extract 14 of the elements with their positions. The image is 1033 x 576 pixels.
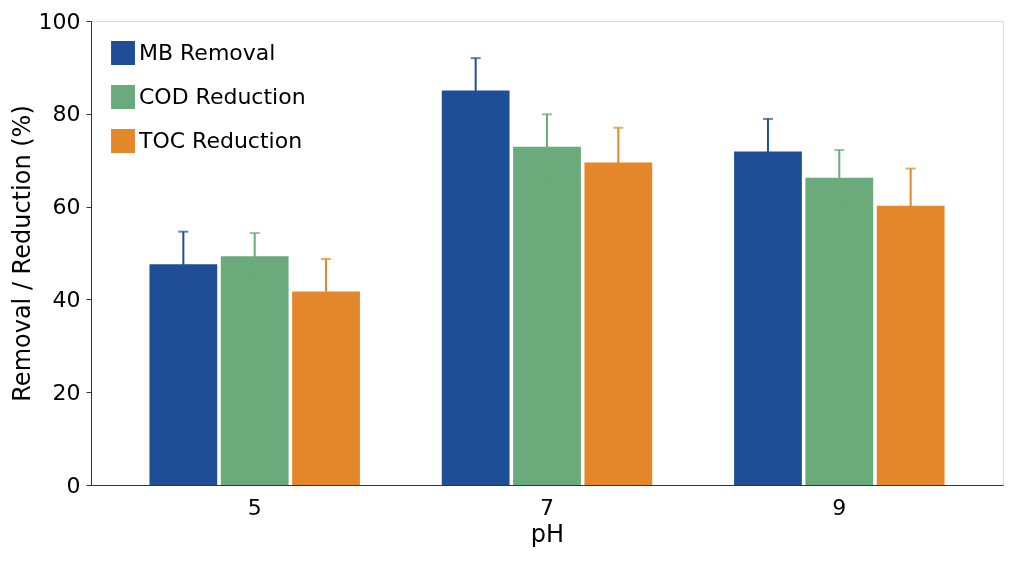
y-tick-label: 0 [66, 472, 81, 498]
x-tick-label: 7 [540, 494, 554, 520]
x-axis-title: pH [530, 519, 565, 548]
x-tick-label: 9 [832, 494, 847, 520]
legend-label: COD Reduction [139, 84, 306, 109]
y-tick-label: 100 [38, 8, 81, 34]
y-tick-label: 40 [52, 286, 81, 312]
x-tick-label: 5 [247, 494, 262, 520]
y-axis-title: Removal / Reduction (%) [7, 105, 36, 402]
legend-label: MB Removal [139, 40, 276, 65]
legend-label: TOC Reduction [138, 128, 303, 153]
y-tick-label: 60 [52, 194, 81, 220]
y-tick-label: 20 [52, 379, 81, 405]
y-tick-label: 80 [52, 101, 81, 127]
